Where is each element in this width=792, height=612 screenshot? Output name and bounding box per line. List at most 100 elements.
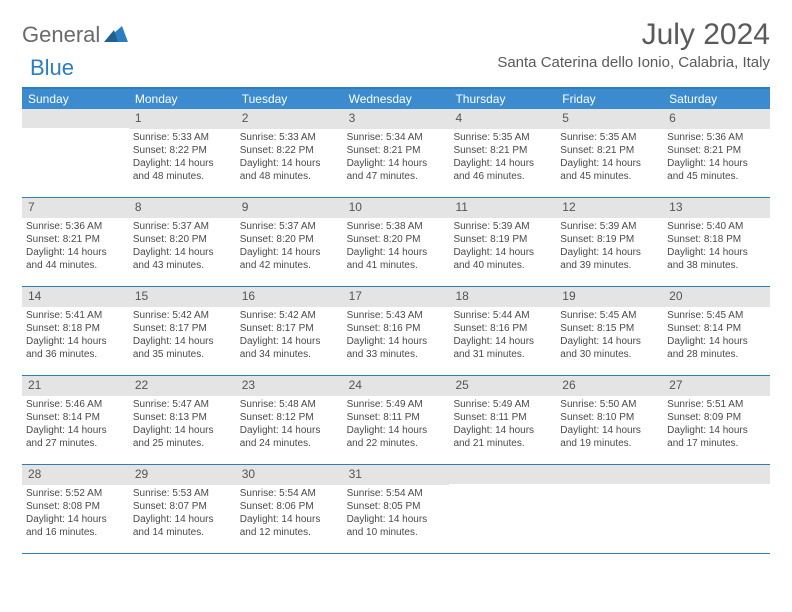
day-number: 31 [343, 465, 450, 485]
day-line-dl2: and 46 minutes. [453, 170, 552, 183]
weekday-monday: Monday [129, 89, 236, 109]
day-cell: 15Sunrise: 5:42 AMSunset: 8:17 PMDayligh… [129, 287, 236, 375]
day-cell: 14Sunrise: 5:41 AMSunset: 8:18 PMDayligh… [22, 287, 129, 375]
day-line-dl1: Daylight: 14 hours [453, 157, 552, 170]
day-number: 20 [663, 287, 770, 307]
day-line-ss: Sunset: 8:12 PM [240, 411, 339, 424]
day-cell: 28Sunrise: 5:52 AMSunset: 8:08 PMDayligh… [22, 465, 129, 553]
day-line-dl1: Daylight: 14 hours [133, 335, 232, 348]
day-line-ss: Sunset: 8:06 PM [240, 500, 339, 513]
day-cell: 23Sunrise: 5:48 AMSunset: 8:12 PMDayligh… [236, 376, 343, 464]
day-body: Sunrise: 5:42 AMSunset: 8:17 PMDaylight:… [129, 307, 236, 365]
day-line-sr: Sunrise: 5:47 AM [133, 398, 232, 411]
day-line-dl1: Daylight: 14 hours [667, 157, 766, 170]
day-line-dl1: Daylight: 14 hours [240, 424, 339, 437]
day-line-sr: Sunrise: 5:45 AM [560, 309, 659, 322]
day-line-dl1: Daylight: 14 hours [347, 157, 446, 170]
day-cell: 21Sunrise: 5:46 AMSunset: 8:14 PMDayligh… [22, 376, 129, 464]
day-line-dl2: and 22 minutes. [347, 437, 446, 450]
day-cell [449, 465, 556, 553]
day-number: 30 [236, 465, 343, 485]
day-line-dl2: and 44 minutes. [26, 259, 125, 272]
day-line-sr: Sunrise: 5:37 AM [240, 220, 339, 233]
day-line-sr: Sunrise: 5:39 AM [560, 220, 659, 233]
day-cell: 3Sunrise: 5:34 AMSunset: 8:21 PMDaylight… [343, 109, 450, 197]
day-line-ss: Sunset: 8:14 PM [26, 411, 125, 424]
day-body: Sunrise: 5:54 AMSunset: 8:05 PMDaylight:… [343, 485, 450, 543]
day-line-dl1: Daylight: 14 hours [560, 424, 659, 437]
day-line-dl2: and 36 minutes. [26, 348, 125, 361]
day-number: 28 [22, 465, 129, 485]
day-line-dl1: Daylight: 14 hours [240, 335, 339, 348]
day-line-sr: Sunrise: 5:40 AM [667, 220, 766, 233]
day-cell: 2Sunrise: 5:33 AMSunset: 8:22 PMDaylight… [236, 109, 343, 197]
weekday-wednesday: Wednesday [343, 89, 450, 109]
day-line-dl1: Daylight: 14 hours [347, 335, 446, 348]
day-body: Sunrise: 5:49 AMSunset: 8:11 PMDaylight:… [449, 396, 556, 454]
day-line-ss: Sunset: 8:09 PM [667, 411, 766, 424]
day-line-dl2: and 25 minutes. [133, 437, 232, 450]
day-line-ss: Sunset: 8:21 PM [26, 233, 125, 246]
day-number: 19 [556, 287, 663, 307]
day-body: Sunrise: 5:38 AMSunset: 8:20 PMDaylight:… [343, 218, 450, 276]
weekday-header-row: SundayMondayTuesdayWednesdayThursdayFrid… [22, 89, 770, 109]
day-cell: 8Sunrise: 5:37 AMSunset: 8:20 PMDaylight… [129, 198, 236, 286]
day-line-dl2: and 27 minutes. [26, 437, 125, 450]
day-line-ss: Sunset: 8:19 PM [453, 233, 552, 246]
day-number: 23 [236, 376, 343, 396]
day-line-sr: Sunrise: 5:35 AM [560, 131, 659, 144]
day-line-sr: Sunrise: 5:49 AM [453, 398, 552, 411]
day-body: Sunrise: 5:34 AMSunset: 8:21 PMDaylight:… [343, 129, 450, 187]
day-line-ss: Sunset: 8:18 PM [667, 233, 766, 246]
day-line-dl1: Daylight: 14 hours [347, 246, 446, 259]
day-cell [663, 465, 770, 553]
weekday-thursday: Thursday [449, 89, 556, 109]
day-line-sr: Sunrise: 5:54 AM [347, 487, 446, 500]
day-body: Sunrise: 5:45 AMSunset: 8:14 PMDaylight:… [663, 307, 770, 365]
day-number: 26 [556, 376, 663, 396]
day-line-dl2: and 33 minutes. [347, 348, 446, 361]
day-cell: 19Sunrise: 5:45 AMSunset: 8:15 PMDayligh… [556, 287, 663, 375]
day-line-dl1: Daylight: 14 hours [453, 424, 552, 437]
weekday-tuesday: Tuesday [236, 89, 343, 109]
day-line-dl1: Daylight: 14 hours [240, 157, 339, 170]
day-line-dl2: and 43 minutes. [133, 259, 232, 272]
day-line-dl2: and 17 minutes. [667, 437, 766, 450]
weekday-friday: Friday [556, 89, 663, 109]
day-line-dl1: Daylight: 14 hours [453, 335, 552, 348]
day-line-dl2: and 30 minutes. [560, 348, 659, 361]
day-line-ss: Sunset: 8:11 PM [347, 411, 446, 424]
day-body: Sunrise: 5:35 AMSunset: 8:21 PMDaylight:… [449, 129, 556, 187]
week-row: 28Sunrise: 5:52 AMSunset: 8:08 PMDayligh… [22, 465, 770, 554]
day-cell: 12Sunrise: 5:39 AMSunset: 8:19 PMDayligh… [556, 198, 663, 286]
day-line-ss: Sunset: 8:21 PM [347, 144, 446, 157]
day-line-dl1: Daylight: 14 hours [667, 246, 766, 259]
day-body: Sunrise: 5:53 AMSunset: 8:07 PMDaylight:… [129, 485, 236, 543]
day-number: 10 [343, 198, 450, 218]
day-number: 15 [129, 287, 236, 307]
day-line-dl1: Daylight: 14 hours [347, 424, 446, 437]
day-number: 22 [129, 376, 236, 396]
day-line-dl1: Daylight: 14 hours [667, 424, 766, 437]
day-line-dl1: Daylight: 14 hours [560, 335, 659, 348]
empty-day-header [449, 465, 556, 484]
day-cell: 11Sunrise: 5:39 AMSunset: 8:19 PMDayligh… [449, 198, 556, 286]
week-row: 1Sunrise: 5:33 AMSunset: 8:22 PMDaylight… [22, 109, 770, 198]
day-number: 1 [129, 109, 236, 129]
day-body: Sunrise: 5:39 AMSunset: 8:19 PMDaylight:… [556, 218, 663, 276]
day-number: 7 [22, 198, 129, 218]
day-line-sr: Sunrise: 5:42 AM [240, 309, 339, 322]
day-cell: 7Sunrise: 5:36 AMSunset: 8:21 PMDaylight… [22, 198, 129, 286]
day-body: Sunrise: 5:49 AMSunset: 8:11 PMDaylight:… [343, 396, 450, 454]
day-line-dl2: and 12 minutes. [240, 526, 339, 539]
day-line-sr: Sunrise: 5:45 AM [667, 309, 766, 322]
day-cell: 24Sunrise: 5:49 AMSunset: 8:11 PMDayligh… [343, 376, 450, 464]
day-cell: 4Sunrise: 5:35 AMSunset: 8:21 PMDaylight… [449, 109, 556, 197]
day-line-dl2: and 45 minutes. [667, 170, 766, 183]
day-line-dl1: Daylight: 14 hours [347, 513, 446, 526]
day-line-ss: Sunset: 8:08 PM [26, 500, 125, 513]
day-line-sr: Sunrise: 5:38 AM [347, 220, 446, 233]
day-body: Sunrise: 5:33 AMSunset: 8:22 PMDaylight:… [129, 129, 236, 187]
day-line-dl2: and 28 minutes. [667, 348, 766, 361]
day-line-dl2: and 31 minutes. [453, 348, 552, 361]
